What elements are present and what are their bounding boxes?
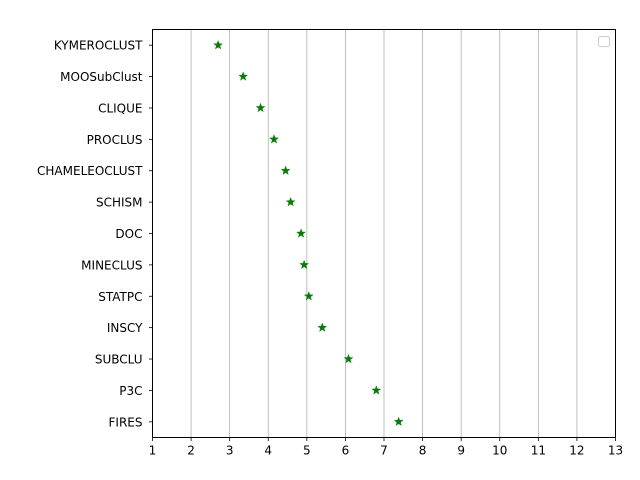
x-tick-label: 6 (342, 444, 350, 458)
x-tick-label: 7 (380, 444, 388, 458)
data-markers (213, 40, 404, 427)
data-point-star (371, 385, 382, 395)
x-tick-label: 1 (149, 444, 157, 458)
y-tick-label: P3C (119, 384, 142, 398)
y-tick-label: STATPC (98, 290, 142, 304)
data-point-star (280, 165, 291, 175)
x-tick-label: 12 (569, 444, 584, 458)
x-tick-label: 11 (531, 444, 546, 458)
y-tick-label: SUBCLU (95, 353, 143, 367)
x-tick-label: 3 (226, 444, 234, 458)
y-tick-label: FIRES (109, 415, 143, 429)
y-tick-label: SCHISM (96, 196, 143, 210)
data-point-star (269, 134, 279, 144)
x-tick-label: 5 (303, 444, 311, 458)
grid-lines (190, 29, 578, 438)
x-axis: 1 2 3 4 5 6 7 8 9 10 11 12 13 (149, 437, 623, 458)
y-tick-label: CLIQUE (98, 101, 142, 115)
data-point-star (317, 322, 328, 332)
y-axis: KYMEROCLUST MOOSubClust CLIQUE PROCLUS CHAME… (37, 39, 153, 429)
x-tick-label: 10 (492, 444, 507, 458)
data-point-star (238, 71, 249, 81)
y-tick-label: MINECLUS (81, 258, 142, 272)
x-tick-label: 8 (419, 444, 427, 458)
data-point-star (213, 40, 224, 50)
x-tick-label: 2 (187, 444, 195, 458)
y-tick-label: PROCLUS (87, 133, 143, 147)
y-tick-label: CHAMELEOCLUST (37, 164, 143, 178)
x-tick-label: 13 (608, 444, 623, 458)
data-point-star (343, 353, 354, 364)
y-tick-label: KYMEROCLUST (54, 39, 143, 53)
x-tick-label: 4 (264, 444, 272, 458)
y-tick-label: MOOSubClust (60, 70, 143, 84)
data-point-star (255, 102, 266, 113)
y-tick-label: DOC (115, 227, 142, 241)
data-point-star (285, 196, 296, 207)
data-point-star (296, 228, 306, 238)
data-point-star (393, 416, 404, 427)
y-tick-label: INSCY (107, 321, 143, 335)
x-tick-label: 9 (457, 444, 465, 458)
legend-frame (598, 36, 610, 47)
data-point-star (299, 259, 310, 270)
data-point-star (303, 291, 314, 301)
legend (598, 36, 610, 47)
